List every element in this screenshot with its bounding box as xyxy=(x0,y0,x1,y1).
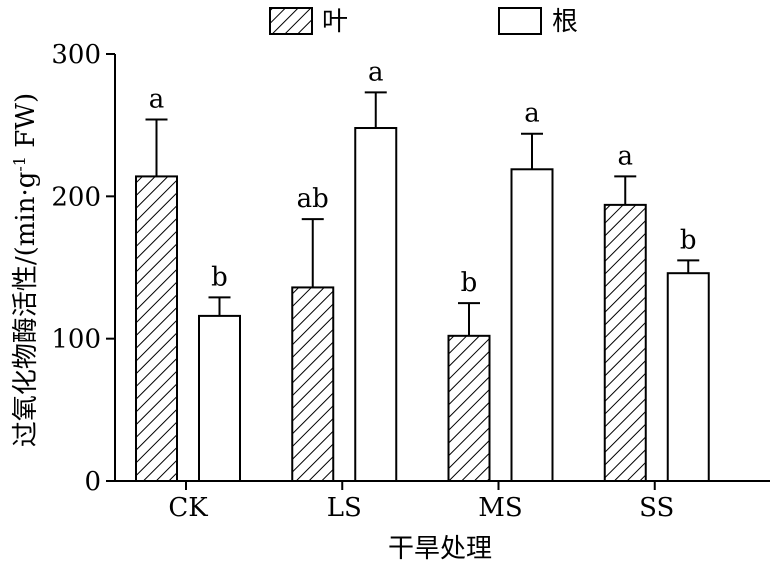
significance-letter: b xyxy=(680,225,697,255)
x-tick-label: CK xyxy=(168,493,208,523)
legend-swatch xyxy=(269,7,313,35)
significance-letter: a xyxy=(149,84,165,114)
y-tick-label: 200 xyxy=(51,182,101,212)
significance-letter: a xyxy=(524,99,540,129)
bar xyxy=(447,334,491,482)
legend-label: 根 xyxy=(552,7,578,37)
axes: 0 100 200 300 CK LS MS SS xyxy=(51,40,770,523)
x-tick-label: SS xyxy=(639,493,674,523)
significance-letter: b xyxy=(461,268,478,298)
significance-letter: b xyxy=(211,262,228,292)
legend: 叶根 xyxy=(269,7,578,37)
x-tick-label: MS xyxy=(478,493,522,523)
bar xyxy=(603,203,647,483)
bar xyxy=(291,286,335,482)
bar xyxy=(510,168,554,482)
y-axis-label: 过氧化物酶活性/(min·g-1 FW) xyxy=(10,93,41,447)
legend-label: 叶 xyxy=(322,7,348,37)
bar xyxy=(666,272,710,482)
legend-swatch xyxy=(498,7,542,35)
significance-letter: ab xyxy=(297,184,329,214)
x-tick-label: LS xyxy=(327,493,362,523)
bar xyxy=(135,175,178,482)
significance-letter: a xyxy=(617,141,633,171)
bar xyxy=(354,127,398,482)
x-axis-label: 干旱处理 xyxy=(388,534,492,564)
y-tick-label: 100 xyxy=(51,325,101,355)
significance-letter: a xyxy=(368,57,384,87)
bar xyxy=(198,314,241,483)
y-tick-label: 300 xyxy=(51,40,101,70)
y-tick-label: 0 xyxy=(84,467,101,497)
